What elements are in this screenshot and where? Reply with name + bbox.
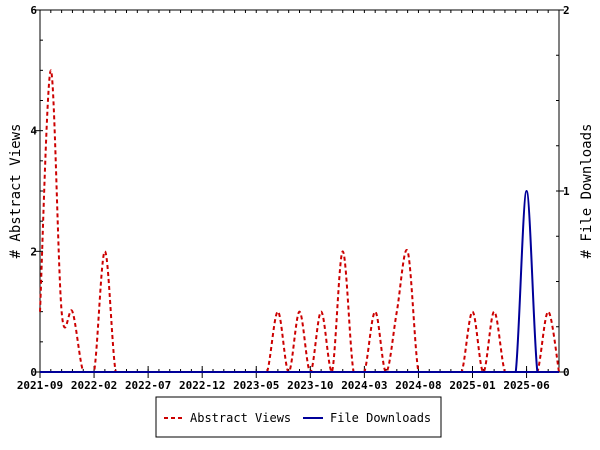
series-line-file-downloads: [40, 190, 559, 374]
y-left-tick-label: 2: [30, 245, 37, 258]
y-right-axis-title: # File Downloads: [579, 124, 595, 259]
x-tick-label: 2021-09: [17, 379, 63, 392]
x-tick-label: 2022-07: [125, 379, 171, 392]
y-right-axis-ticks: 0 1 2: [556, 4, 570, 379]
plot-area: [39, 9, 560, 373]
y-right-tick-label: 2: [563, 4, 570, 17]
legend-label-abstract-views: Abstract Views: [190, 411, 291, 425]
y-left-tick-label: 0: [30, 366, 37, 379]
x-tick-label: 2022-12: [179, 379, 225, 392]
y-right-tick-label: 1: [563, 185, 570, 198]
x-tick-label: 2024-03: [341, 379, 387, 392]
series-layer: [39, 69, 560, 374]
y-right-tick-label: 0: [563, 366, 570, 379]
x-tick-label: 2024-08: [395, 379, 441, 392]
x-tick-label: 2025-06: [503, 379, 550, 392]
x-axis-ticks: 2021-09 2022-02 2022-07 2022-12 2023-05 2023-…: [17, 10, 560, 392]
legend: Abstract Views File Downloads: [155, 396, 442, 438]
legend-label-file-downloads: File Downloads: [330, 411, 431, 425]
x-tick-label: 2023-10: [287, 379, 333, 392]
y-left-axis-title: # Abstract Views: [8, 124, 24, 259]
x-tick-label: 2022-02: [71, 379, 117, 392]
series-line-abstract-views: [39, 69, 560, 373]
y-left-tick-label: 4: [30, 125, 37, 138]
y-left-tick-label: 6: [30, 4, 37, 17]
x-tick-label: 2025-01: [449, 379, 496, 392]
x-tick-label: 2023-05: [233, 379, 279, 392]
legend-box: [155, 396, 442, 438]
